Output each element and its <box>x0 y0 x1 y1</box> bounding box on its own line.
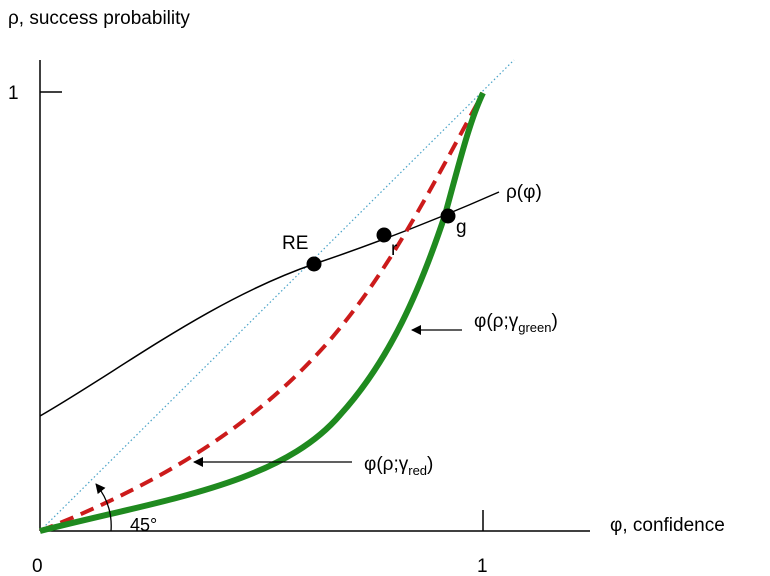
label-g: g <box>456 217 467 238</box>
angle-arc <box>95 483 112 532</box>
angle-label: 45° <box>130 515 157 535</box>
x-axis-label: φ, confidence <box>610 515 725 536</box>
y-axis-label: ρ, success probability <box>8 8 190 29</box>
label-green-curve: φ(ρ;γgreen) <box>474 311 558 335</box>
diagonal-line <box>39 59 515 532</box>
label-r: r <box>391 239 398 260</box>
label-red-curve: φ(ρ;γred) <box>364 454 433 478</box>
rho-curve <box>39 191 500 417</box>
green-curve <box>39 91 486 534</box>
x-tick-label: 1 <box>477 556 488 576</box>
origin-label: 0 <box>32 556 43 576</box>
label-re: RE <box>282 233 308 254</box>
point-g <box>440 208 456 224</box>
label-rho-curve: ρ(φ) <box>506 182 542 203</box>
red-curve <box>39 92 485 533</box>
point-re <box>306 256 322 272</box>
point-r <box>376 227 392 243</box>
y-tick-label: 1 <box>8 83 19 104</box>
